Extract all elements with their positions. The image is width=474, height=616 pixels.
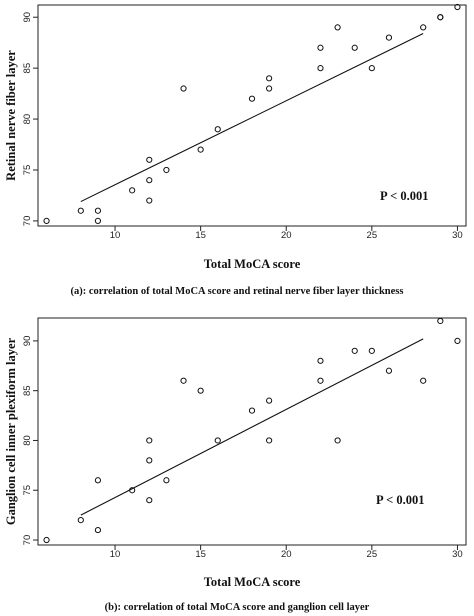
x-tick-label: 10 — [110, 230, 121, 241]
x-tick-label: 20 — [281, 230, 292, 241]
data-point — [248, 407, 256, 414]
y-tick-label: 90 — [22, 12, 33, 23]
data-point — [214, 126, 221, 133]
data-point — [437, 14, 444, 21]
data-point — [317, 357, 324, 364]
data-point — [385, 34, 393, 41]
data-point — [146, 457, 153, 464]
data-point — [197, 387, 204, 394]
data-point — [368, 347, 375, 354]
x-axis-label: Total MoCA score — [204, 575, 301, 589]
data-point — [454, 337, 461, 344]
data-point — [77, 207, 84, 214]
regression-line — [80, 338, 424, 516]
data-point — [351, 347, 358, 354]
data-point — [77, 517, 84, 524]
x-tick-label: 30 — [452, 230, 463, 241]
data-point — [129, 487, 136, 494]
data-point — [334, 437, 341, 444]
data-point — [94, 477, 102, 484]
x-tick-label: 20 — [281, 549, 292, 560]
data-point — [214, 437, 221, 444]
x-tick-label: 30 — [452, 549, 463, 560]
data-point — [94, 217, 102, 225]
plot-frame — [37, 4, 467, 227]
data-point — [94, 207, 102, 214]
data-point — [266, 75, 273, 82]
data-point — [146, 156, 153, 163]
y-tick-label: 80 — [22, 114, 33, 125]
data-point — [266, 85, 273, 92]
panel-b: 10 15 20 25 30 70 75 80 85 90 P < 0.001 Total MoCA … — [4, 317, 467, 613]
x-tick-label: 15 — [195, 230, 206, 241]
y-tick-label: 90 — [22, 336, 33, 347]
x-tick-label: 25 — [367, 549, 378, 560]
x-tick-label: 25 — [367, 230, 378, 241]
data-point — [385, 367, 393, 374]
data-point — [43, 217, 50, 225]
x-axis-label: Total MoCA score — [204, 257, 301, 271]
data-point — [180, 377, 187, 384]
data-point — [266, 397, 273, 404]
x-tick-label: 15 — [195, 549, 206, 560]
y-tick-label: 75 — [22, 165, 33, 176]
data-point — [317, 44, 324, 51]
data-point — [317, 377, 324, 384]
y-tick-label: 85 — [22, 63, 33, 74]
y-tick-label: 70 — [22, 216, 33, 227]
data-point — [146, 437, 153, 444]
data-point — [334, 24, 341, 31]
p-value-annotation: P < 0.001 — [380, 189, 428, 203]
y-axis-label: Retinal nerve fiber layer — [4, 50, 18, 181]
data-point — [266, 437, 273, 444]
data-point — [437, 317, 444, 325]
y-tick-label: 75 — [22, 485, 33, 496]
data-point — [163, 166, 170, 174]
data-point — [94, 526, 102, 534]
x-tick-label: 10 — [110, 549, 121, 560]
y-tick-label: 80 — [22, 435, 33, 446]
data-point — [317, 65, 324, 72]
data-point — [368, 65, 375, 72]
plot-frame — [37, 317, 467, 546]
data-point — [129, 187, 136, 194]
data-point — [420, 24, 427, 31]
data-point — [146, 197, 153, 204]
panel-caption: (a): correlation of total MoCA score and… — [71, 286, 404, 297]
data-point — [180, 85, 187, 92]
data-point — [43, 536, 50, 544]
data-point — [454, 3, 461, 11]
p-value-annotation: P < 0.001 — [376, 493, 424, 507]
data-point — [146, 177, 153, 184]
y-tick-label: 70 — [22, 535, 33, 546]
y-axis-label: Ganglion cell inner plexiform layer — [4, 337, 18, 525]
data-point — [146, 497, 153, 504]
data-point — [163, 477, 170, 484]
panel-caption: (b): correlation of total MoCA score and… — [105, 602, 370, 613]
data-point — [197, 146, 204, 153]
data-point — [351, 44, 358, 51]
regression-line — [80, 33, 424, 203]
y-tick-label: 85 — [22, 385, 33, 396]
data-point — [420, 377, 427, 384]
data-point — [248, 95, 256, 102]
panel-a: 10 15 20 25 30 70 75 80 85 90 P < 0.001 Total MoCA … — [4, 3, 467, 297]
